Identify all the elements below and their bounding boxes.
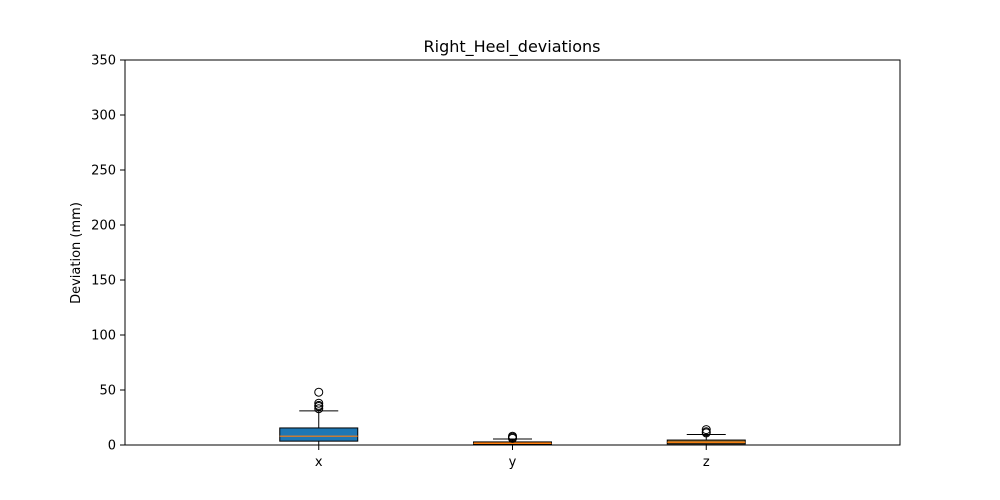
box-y — [474, 432, 552, 445]
x-tick-label: y — [509, 455, 517, 470]
y-tick-label: 250 — [91, 164, 116, 179]
x-axis-ticks: x y z — [315, 445, 710, 470]
y-tick-label: 150 — [91, 274, 116, 289]
y-tick-label: 350 — [91, 54, 116, 69]
box-plots — [280, 388, 746, 445]
y-axis-label: Deviation (mm) — [69, 202, 84, 304]
x-tick-label: z — [703, 455, 710, 470]
y-tick-label: 300 — [91, 109, 116, 124]
x-tick-label: x — [315, 455, 323, 470]
chart-title: Right_Heel_deviations — [424, 37, 601, 57]
box-iqr — [280, 428, 358, 441]
y-axis-ticks: 0 50 100 150 200 250 300 350 — [91, 54, 125, 454]
y-tick-label: 0 — [108, 439, 116, 454]
y-tick-label: 200 — [91, 219, 116, 234]
box-z — [667, 426, 745, 445]
y-tick-label: 50 — [99, 384, 116, 399]
plot-frame — [125, 60, 900, 445]
outlier-point — [315, 388, 323, 396]
box-x — [280, 388, 358, 445]
y-tick-label: 100 — [91, 329, 116, 344]
